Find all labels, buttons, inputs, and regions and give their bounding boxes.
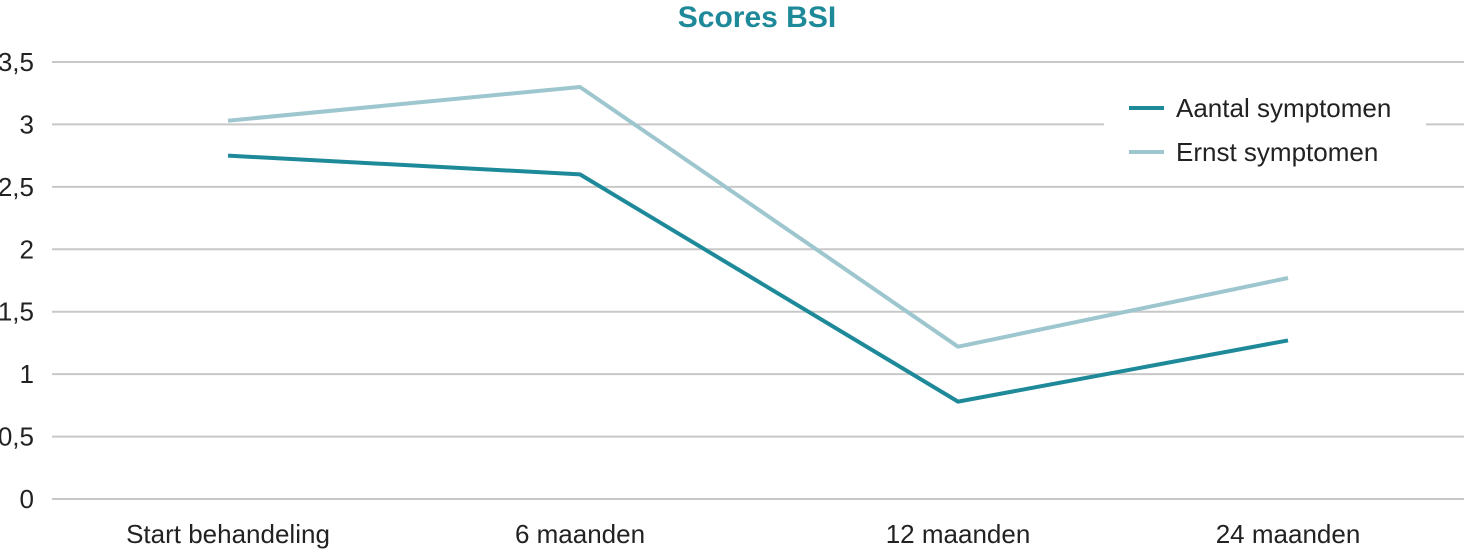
legend-label: Aantal symptomen xyxy=(1176,93,1391,123)
x-axis-tick-labels: Start behandeling 6 maanden 12 maanden 24 m… xyxy=(126,519,1360,549)
y-tick-label: 2 xyxy=(20,234,34,264)
series-line-1 xyxy=(227,153,1289,404)
legend: Aantal symptomen Ernst symptomen xyxy=(1104,84,1426,180)
x-tick-label: 12 maanden xyxy=(886,519,1031,549)
y-tick-label: 3 xyxy=(20,109,34,139)
chart-title: Scores BSI xyxy=(678,1,836,34)
x-tick-label: Start behandeling xyxy=(126,519,330,549)
series-line-2 xyxy=(227,84,1289,349)
y-tick-label: 1 xyxy=(20,359,34,389)
y-tick-label: 0,5 xyxy=(0,422,34,452)
y-tick-label: 2,5 xyxy=(0,172,34,202)
x-tick-label: 24 maanden xyxy=(1216,519,1361,549)
x-tick-label: 6 maanden xyxy=(515,519,645,549)
y-tick-label: 0 xyxy=(20,484,34,514)
legend-label: Ernst symptomen xyxy=(1176,137,1378,167)
gridlines xyxy=(52,61,1464,500)
series-lines xyxy=(227,84,1289,404)
y-tick-label: 1,5 xyxy=(0,297,34,327)
legend-background xyxy=(1104,84,1426,180)
y-tick-label: 3,5 xyxy=(0,47,34,77)
y-axis-tick-labels: 0 0,5 1 1,5 2 2,5 3 3,5 xyxy=(0,47,34,514)
